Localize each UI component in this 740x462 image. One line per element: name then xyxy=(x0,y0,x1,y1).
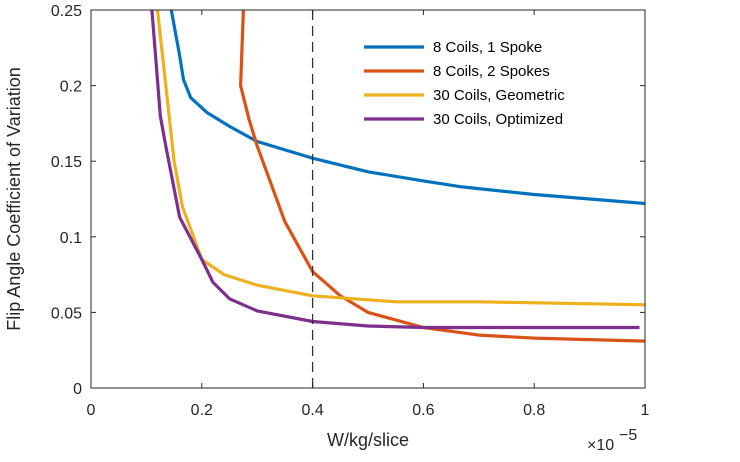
legend-label: 30 Coils, Geometric xyxy=(433,87,565,104)
legend-item: 8 Coils, 2 Spokes xyxy=(364,63,550,80)
x-exponent-power: −5 xyxy=(619,427,637,444)
x-tick-label: 0 xyxy=(87,402,96,419)
legend: 8 Coils, 1 Spoke 8 Coils, 2 Spokes 30 Coil… xyxy=(356,34,606,132)
x-exponent-label: ×10 −5 xyxy=(587,427,637,454)
y-tick-label: 0.1 xyxy=(60,230,82,247)
x-exponent-base: ×10 xyxy=(587,437,614,454)
series-layer xyxy=(150,10,645,343)
legend-label: 30 Coils, Optimized xyxy=(433,111,563,128)
legend-item: 30 Coils, Optimized xyxy=(364,111,563,128)
x-tick-label: 1 xyxy=(641,402,650,419)
y-tick-labels: 0 0.05 0.1 0.15 0.2 0.25 xyxy=(51,3,82,398)
legend-item: 8 Coils, 1 Spoke xyxy=(364,39,542,56)
plot-frame xyxy=(90,9,646,389)
x-tick-label: 0.4 xyxy=(301,402,323,419)
x-tick-label: 0.2 xyxy=(191,402,213,419)
ticks-layer xyxy=(90,9,646,389)
y-tick-label: 0.2 xyxy=(60,79,82,96)
y-tick-label: 0 xyxy=(73,381,82,398)
y-tick-label: 0.05 xyxy=(51,305,82,322)
y-tick-label: 0.25 xyxy=(51,3,82,20)
series-line-3 xyxy=(155,10,645,307)
x-axis-title: W/kg/slice xyxy=(327,430,409,450)
legend-box xyxy=(356,34,606,132)
legend-item: 30 Coils, Geometric xyxy=(364,87,565,104)
legend-label: 8 Coils, 2 Spokes xyxy=(433,63,550,80)
y-tick-label: 0.15 xyxy=(51,154,82,171)
x-tick-label: 0.8 xyxy=(523,402,545,419)
x-tick-labels: 0 0.2 0.4 0.6 0.8 1 xyxy=(87,402,650,419)
x-tick-label: 0.6 xyxy=(412,402,434,419)
y-axis-title: Flip Angle Coefficient of Variation xyxy=(4,67,24,331)
series-line-4 xyxy=(150,10,640,330)
legend-items: 8 Coils, 1 Spoke 8 Coils, 2 Spokes 30 Coil… xyxy=(364,39,565,128)
legend-label: 8 Coils, 1 Spoke xyxy=(433,39,542,56)
